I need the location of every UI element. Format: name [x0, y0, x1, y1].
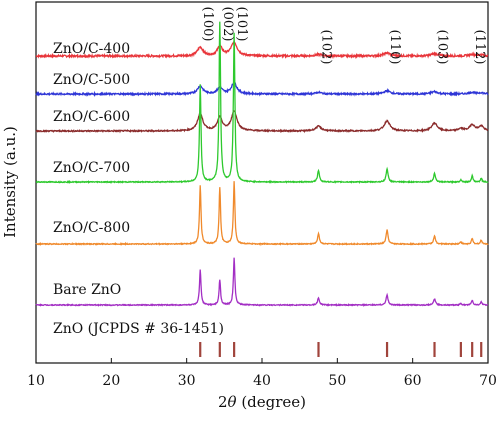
y-axis-title: Intensity (a.u.) [1, 126, 19, 238]
peak-label: (101) [234, 7, 249, 42]
series-traces [35, 21, 489, 308]
x-tick-label: 70 [479, 373, 497, 389]
series-labels: ZnO/C-400 ZnO/C-500 ZnO/C-600 ZnO/C-700 ZnO/… [53, 41, 224, 337]
x-axis-title-prefix: 2 [218, 393, 228, 411]
x-tick-label: 40 [253, 373, 271, 389]
x-axis-title: 2θ (degree) [218, 393, 306, 411]
series-line-6 [35, 257, 489, 308]
reference-pattern [199, 342, 483, 357]
series-label: ZnO/C-600 [53, 109, 130, 125]
x-tick-label: 50 [328, 373, 346, 389]
x-axis-title-theta: θ [228, 393, 237, 411]
x-tick-label: 60 [404, 373, 422, 389]
series-label: ZnO/C-700 [53, 160, 130, 176]
x-tick-label: 20 [102, 373, 120, 389]
series-line-5 [35, 181, 489, 247]
x-axis-ticks: 10 20 30 40 50 60 70 [27, 358, 497, 389]
reference-label: ZnO (JCPDS # 36-1451) [53, 321, 224, 337]
series-label: ZnO/C-500 [53, 72, 130, 88]
series-line-4 [35, 21, 489, 185]
peak-label: (103) [435, 30, 450, 65]
series-label: ZnO/C-400 [53, 41, 130, 57]
series-label: ZnO/C-800 [53, 220, 130, 236]
peak-label: (002) [220, 7, 235, 42]
peak-label: (110) [387, 30, 402, 65]
series-line-3 [35, 109, 489, 134]
peak-label: (100) [200, 7, 215, 42]
series-label: Bare ZnO [53, 282, 121, 298]
peak-label: (102) [319, 30, 334, 65]
x-axis-title-suffix: (degree) [237, 393, 306, 411]
x-tick-label: 10 [27, 373, 45, 389]
x-tick-label: 30 [178, 373, 196, 389]
series-line-2 [35, 82, 489, 98]
peak-labels: (100) (002) (101) (102) (110) (103) (112) [200, 7, 487, 65]
peak-label: (112) [472, 30, 487, 65]
series-line-1 [35, 39, 489, 60]
